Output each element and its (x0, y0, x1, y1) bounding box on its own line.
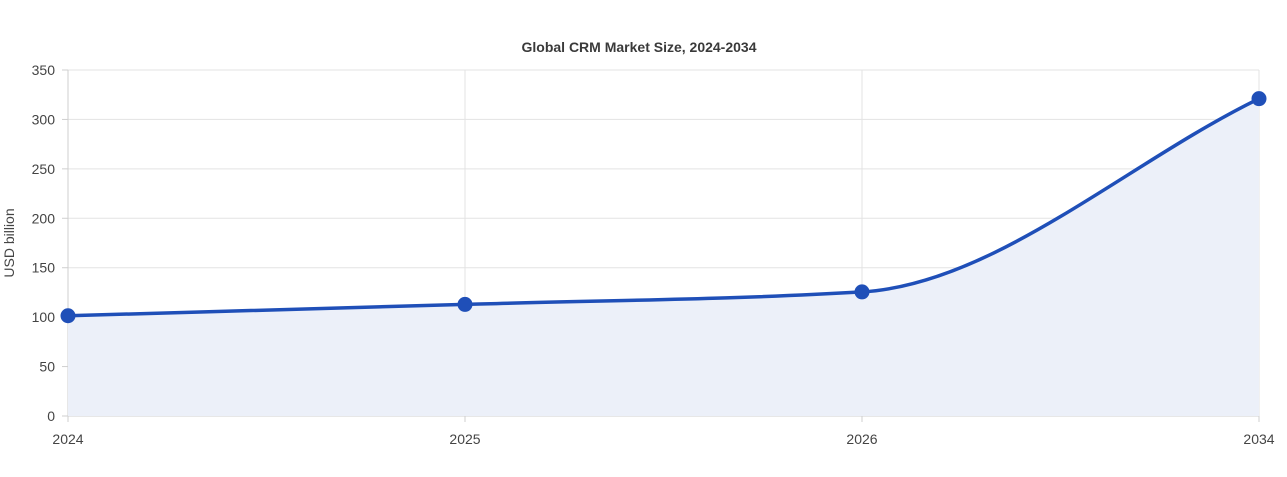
x-tick-labels: 2024 2025 2026 2034 (52, 431, 1274, 447)
data-point[interactable] (854, 284, 870, 300)
x-tick-label: 2026 (846, 431, 877, 447)
y-tick-label: 50 (39, 359, 55, 375)
data-point[interactable] (1251, 91, 1267, 107)
y-tick-label: 200 (32, 210, 56, 226)
y-tick-label: 300 (32, 111, 56, 127)
point-layer (60, 91, 1267, 324)
line-layer (66, 96, 1261, 318)
x-tick-label: 2025 (449, 431, 480, 447)
series-area (68, 98, 1259, 416)
y-tick-label: 250 (32, 161, 56, 177)
y-tick-label: 100 (32, 309, 56, 325)
data-point[interactable] (457, 296, 473, 312)
y-tick-label: 0 (47, 408, 55, 424)
chart-title: Global CRM Market Size, 2024-2034 (522, 39, 757, 55)
data-point[interactable] (60, 308, 76, 324)
y-tick-label: 350 (32, 62, 56, 78)
x-tick-label: 2034 (1243, 431, 1274, 447)
y-axis-label: USD billion (1, 208, 17, 277)
area-layer (68, 98, 1259, 416)
series-line (66, 96, 1261, 318)
x-tick-label: 2024 (52, 431, 83, 447)
y-tick-label: 150 (32, 260, 56, 276)
y-tick-labels: 0 50 100 150 200 250 300 350 (32, 62, 56, 424)
